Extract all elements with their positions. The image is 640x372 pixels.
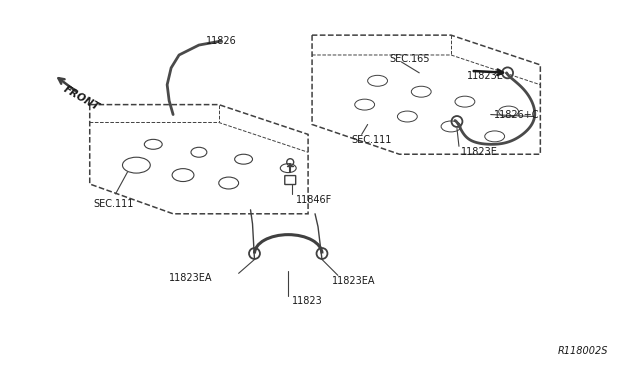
Text: SEC.111: SEC.111 xyxy=(93,199,134,209)
Text: 11823E: 11823E xyxy=(461,147,498,157)
Text: FRONT: FRONT xyxy=(62,84,102,113)
Text: 11846F: 11846F xyxy=(296,195,332,205)
Text: SEC.111: SEC.111 xyxy=(352,135,392,145)
Text: R118002S: R118002S xyxy=(557,346,608,356)
Text: 11823E: 11823E xyxy=(467,71,504,81)
Text: 11823: 11823 xyxy=(292,296,323,306)
Text: 11826: 11826 xyxy=(206,36,237,46)
Text: SEC.165: SEC.165 xyxy=(390,54,430,64)
Text: 11823EA: 11823EA xyxy=(169,273,212,283)
Text: 11826+C: 11826+C xyxy=(493,109,539,119)
Text: 11823EA: 11823EA xyxy=(332,276,376,286)
